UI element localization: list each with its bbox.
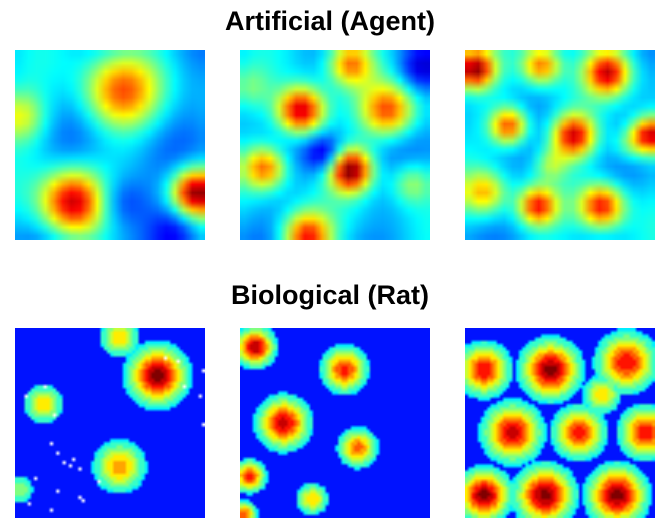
biological-section-title: Biological (Rat) <box>230 280 429 310</box>
rat-grid-map-1 <box>15 328 205 518</box>
agent-grid-map-3 <box>465 50 655 240</box>
agent-grid-map-1 <box>15 50 205 240</box>
rat-grid-map-2 <box>240 328 430 518</box>
rat-grid-map-3 <box>465 328 655 518</box>
agent-grid-map-2 <box>240 50 430 240</box>
artificial-section-title: Artificial (Agent) <box>224 6 435 36</box>
